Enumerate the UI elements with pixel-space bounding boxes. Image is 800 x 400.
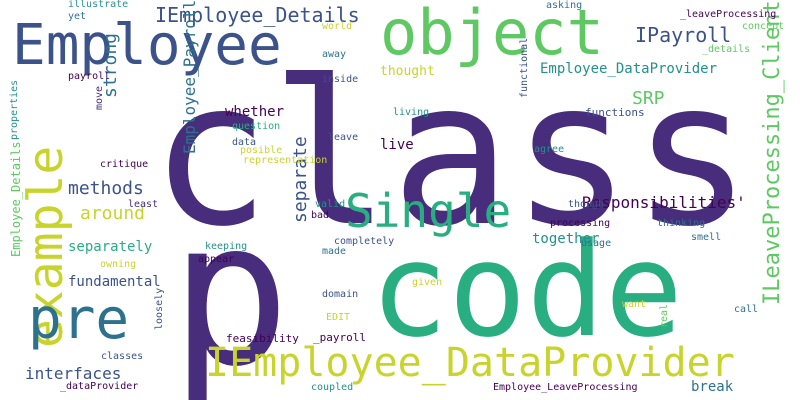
word-though: though [568,199,605,210]
word-code: code [370,214,684,366]
word-srp: SRP [632,88,665,109]
word-payroll: _payroll [313,331,366,344]
word-ipayroll: IPayroll [635,23,732,47]
word-representation: representation [243,155,328,166]
word-break: break [691,379,734,395]
word-loosely: loosely [154,287,165,330]
word-ileaveprocessing-client: ILeaveProcessing_Client [760,0,785,305]
word-feasibility: feasibility [226,332,299,345]
word-leave: leave [328,132,359,143]
word-owning: owning [100,259,137,270]
word-real: real [659,303,670,328]
word-inside: inside [322,74,359,85]
word-methods: methods [68,178,144,199]
word-separately: separately [68,239,153,255]
word-properties: properties [9,79,20,140]
word-fundamental: fundamental [68,274,161,290]
word-coupled: coupled [311,382,354,393]
word-employee-payroll: Employee_Payroll [180,0,199,155]
word-critique: critique [100,159,149,170]
word-together: together [532,231,600,247]
word-employee-dataprovider: Employee_DataProvider [540,61,718,77]
word-object: object [380,0,604,69]
word-asking: asking [546,0,583,11]
word-employee-details: Employee_Details [9,141,23,257]
word-illustrate: illustrate [68,0,129,10]
word-keeping: keeping [205,241,248,252]
word-functional: functional [519,37,530,98]
word-interfaces: interfaces [25,364,122,383]
word-classes: classes [101,351,144,362]
word-made: made [322,246,347,257]
word-leaveprocessing: _leaveProcessing [680,9,777,20]
word-thought: thought [380,64,435,79]
word-yet: yet [68,11,87,22]
word-want: want [622,299,647,310]
word-details: _details [702,44,751,55]
word-single: Single [345,184,512,238]
word-call: call [734,304,759,315]
word-pre: pre [28,287,130,352]
word-responsibilities: Responsibilities' [582,193,746,212]
word-appear: appear [198,254,235,265]
word-employee: Employee [12,13,282,78]
word-agree: agree [534,144,565,155]
word-dataprovider: _dataProvider [60,381,139,392]
word-bad: bad [311,210,330,221]
word-around: around [80,203,146,224]
word-living: living [393,107,430,118]
word-completely: completely [334,236,395,247]
word-iemployee-details: IEmployee_Details [155,3,360,27]
word-edit: EDIT [326,312,351,323]
word-live: live [380,137,414,153]
word-concept: concept [742,21,785,32]
word-smell: smell [691,232,722,243]
word-class: class [150,38,753,271]
word-posible: posible [240,145,283,156]
word-separate: separate [290,136,311,223]
word-question: question [232,121,281,132]
word-iemployee-dataprovider: IEmployee_DataProvider [205,340,735,386]
word-thinking: thinking [657,218,706,229]
word-functions: functions [585,106,645,119]
word-usage: usage [581,238,612,249]
word-whether: whether [225,104,285,120]
word-employee-leaveprocessing: Employee_LeaveProcessing [493,382,638,393]
word-payroll: payroll [68,71,111,82]
word-away: away [322,49,347,60]
word-data: data [232,137,257,148]
word-least: least [128,199,159,210]
word-given: given [412,277,443,288]
word-valid: valid [315,199,346,210]
word-p: p [170,178,291,400]
word-domain: domain [322,289,359,300]
word-processing: processing [550,218,611,229]
word-move: move [94,85,105,110]
word-world: world [322,21,353,32]
